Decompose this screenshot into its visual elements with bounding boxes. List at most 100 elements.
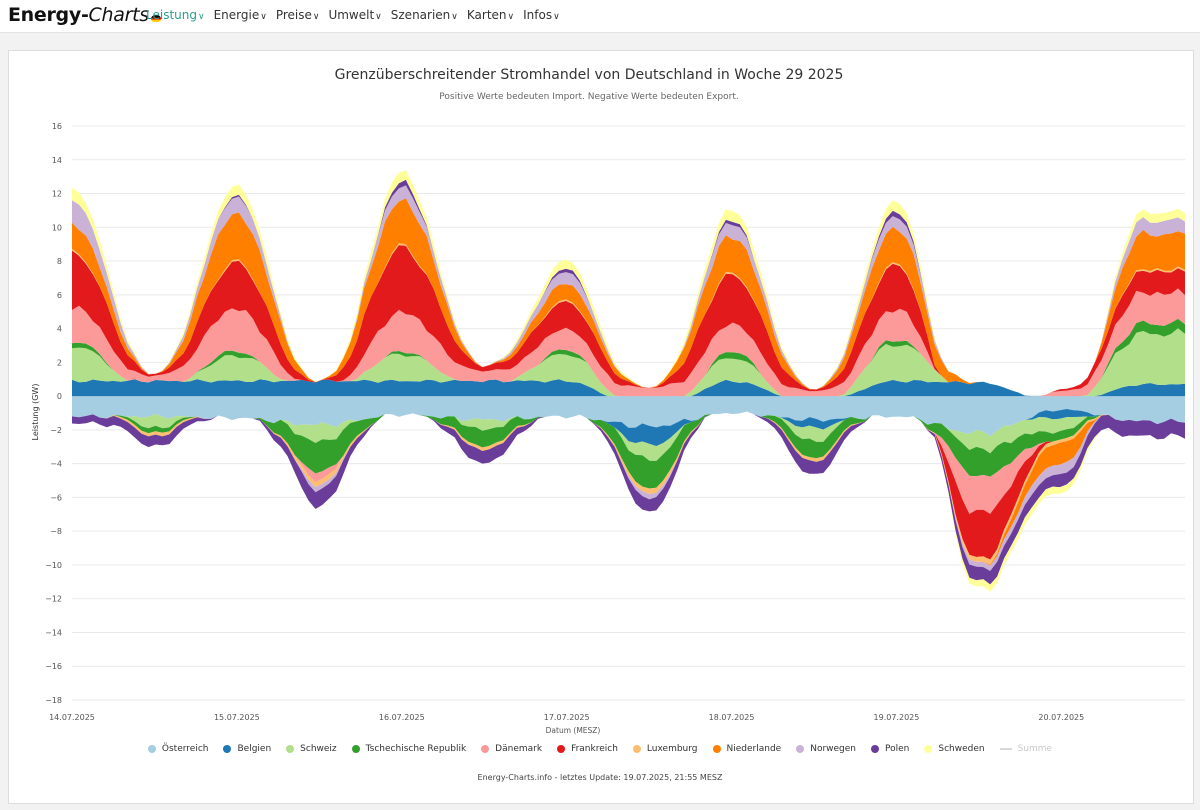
y-tick-label: −16 xyxy=(45,662,62,671)
legend-swatch xyxy=(924,745,933,753)
legend-label: Luxemburg xyxy=(646,744,698,754)
chevron-down-icon: ∨ xyxy=(312,12,320,22)
y-tick-label: 2 xyxy=(57,358,62,367)
legend-item-schweiz[interactable]: Schweiz xyxy=(286,744,337,754)
legend-swatch xyxy=(286,745,295,753)
y-axis-label: Leistung (GW) xyxy=(31,384,40,441)
x-tick-label: 14.07.2025 xyxy=(49,713,95,722)
y-tick-label: −12 xyxy=(45,595,62,604)
nav-item-label: Preise xyxy=(275,8,312,22)
legend-item--sterreich[interactable]: Österreich xyxy=(147,744,209,754)
x-tick-label: 20.07.2025 xyxy=(1038,713,1084,722)
legend-swatch xyxy=(223,745,232,753)
legend-label: Österreich xyxy=(161,744,209,754)
legend-label: Schweden xyxy=(938,744,985,754)
nav-item-preise[interactable]: Preise∨ xyxy=(276,8,320,22)
legend-swatch xyxy=(147,745,156,753)
series-area-import-frankreich[interactable] xyxy=(72,245,1185,397)
y-tick-label: −14 xyxy=(45,628,62,637)
series-area-import-schweden[interactable] xyxy=(72,170,1185,397)
legend-label: Summe xyxy=(1017,744,1053,754)
y-tick-label: −10 xyxy=(45,561,62,570)
legend-item-belgien[interactable]: Belgien xyxy=(223,744,271,754)
legend-item-d-nemark[interactable]: Dänemark xyxy=(481,744,542,754)
legend-swatch xyxy=(481,745,490,753)
chevron-down-icon: ∨ xyxy=(197,12,205,22)
y-tick-label: 16 xyxy=(52,122,62,131)
legend-item-frankreich[interactable]: Frankreich xyxy=(557,744,618,754)
y-tick-label: 12 xyxy=(52,190,62,199)
nav-item-label: Energie xyxy=(213,8,260,22)
y-tick-label: 8 xyxy=(57,257,62,266)
legend-item-norwegen[interactable]: Norwegen xyxy=(796,744,856,754)
x-tick-label: 16.07.2025 xyxy=(379,713,425,722)
nav-item-szenarien[interactable]: Szenarien∨ xyxy=(391,8,458,22)
y-tick-label: −2 xyxy=(50,426,62,435)
y-tick-label: −6 xyxy=(50,493,62,502)
main-nav: Leistung∨ Energie∨ Preise∨ Umwelt∨ Szenarien… xyxy=(146,8,560,22)
chart-legend: Österreich Belgien Schweiz Tschechische Rep… xyxy=(0,744,1200,754)
series-area-export-schweiz[interactable] xyxy=(72,411,1185,462)
series-area-export--sterreich[interactable] xyxy=(72,396,1185,437)
series-area-export-belgien[interactable] xyxy=(72,409,1185,447)
y-tick-label: 4 xyxy=(57,325,62,334)
nav-item-infos[interactable]: Infos∨ xyxy=(523,8,560,22)
legend-swatch xyxy=(712,745,721,753)
x-axis-label: Datum (MESZ) xyxy=(546,726,601,735)
x-tick-label: 18.07.2025 xyxy=(709,713,755,722)
nav-item-energie[interactable]: Energie∨ xyxy=(214,8,267,22)
series-area-import-niederlande[interactable] xyxy=(72,198,1185,397)
x-tick-label: 19.07.2025 xyxy=(874,713,920,722)
nav-item-label: Karten xyxy=(466,8,507,22)
legend-label: Niederlande xyxy=(726,744,782,754)
legend-label: Polen xyxy=(885,744,910,754)
series-area-import-belgien[interactable] xyxy=(72,379,1185,397)
x-tick-label: 17.07.2025 xyxy=(544,713,590,722)
nav-item-karten[interactable]: Karten∨ xyxy=(467,8,514,22)
x-tick-label: 15.07.2025 xyxy=(214,713,260,722)
nav-item-label: Szenarien xyxy=(390,8,451,22)
update-footer: Energy-Charts.info - letztes Update: 19.… xyxy=(477,773,723,782)
series-area-import-norwegen[interactable] xyxy=(72,185,1185,397)
legend-swatch xyxy=(351,745,360,753)
legend-item-tschechische-republik[interactable]: Tschechische Republik xyxy=(351,744,466,754)
series-area-export-polen[interactable] xyxy=(72,411,1185,585)
series-area-import-d-nemark[interactable] xyxy=(72,288,1185,397)
legend-label: Belgien xyxy=(237,744,272,754)
legend-label: Schweiz xyxy=(300,744,337,754)
legend-swatch xyxy=(557,745,566,753)
y-tick-label: −4 xyxy=(50,460,62,469)
legend-item-summe[interactable]: Summe xyxy=(999,744,1053,754)
top-navbar: Energy-Charts Leistung∨ Energie∨ Preise∨ Um… xyxy=(0,0,1200,33)
y-tick-label: −18 xyxy=(45,696,62,705)
chevron-down-icon: ∨ xyxy=(507,12,515,22)
legend-swatch xyxy=(999,748,1012,750)
y-tick-label: 14 xyxy=(52,156,62,165)
chart-title: Grenzüberschreitender Stromhandel von De… xyxy=(335,67,844,83)
nav-item-leistung[interactable]: Leistung∨ xyxy=(146,8,205,22)
y-tick-label: 10 xyxy=(52,223,62,232)
y-tick-label: 6 xyxy=(57,291,62,300)
chevron-down-icon: ∨ xyxy=(260,12,267,22)
nav-item-umwelt[interactable]: Umwelt∨ xyxy=(328,8,381,22)
legend-item-polen[interactable]: Polen xyxy=(871,744,909,754)
chevron-down-icon: ∨ xyxy=(375,12,382,22)
legend-label: Dänemark xyxy=(495,744,543,754)
series-area-import-schweiz[interactable] xyxy=(72,328,1185,397)
legend-item-schweden[interactable]: Schweden xyxy=(924,744,985,754)
series-area-export-tschechische-republik[interactable] xyxy=(72,411,1185,489)
nav-item-label: Infos xyxy=(523,8,553,22)
chevron-down-icon: ∨ xyxy=(451,12,458,22)
germany-flag-icon xyxy=(150,15,161,22)
legend-item-luxemburg[interactable]: Luxemburg xyxy=(632,744,698,754)
legend-swatch xyxy=(796,745,805,753)
legend-swatch xyxy=(871,745,880,753)
legend-item-niederlande[interactable]: Niederlande xyxy=(712,744,782,754)
site-logo[interactable]: Energy-Charts xyxy=(8,4,161,26)
chart-subtitle: Positive Werte bedeuten Import. Negative… xyxy=(439,92,738,102)
nav-item-label: Umwelt xyxy=(328,8,375,22)
legend-label: Norwegen xyxy=(810,744,857,754)
legend-label: Frankreich xyxy=(571,744,618,754)
legend-swatch xyxy=(632,745,641,753)
